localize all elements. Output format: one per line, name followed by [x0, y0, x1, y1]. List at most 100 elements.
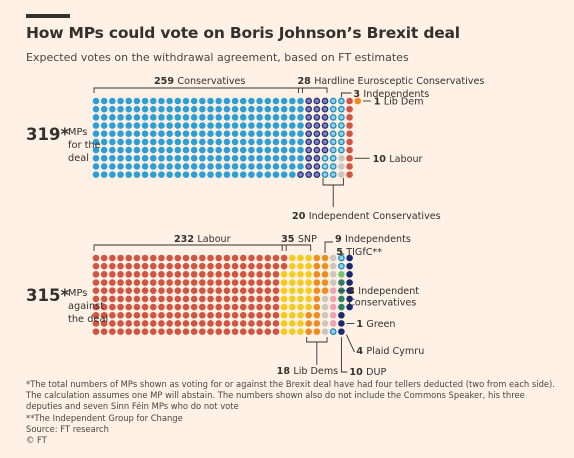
dot-for: [182, 97, 190, 105]
dot-against: [239, 279, 247, 286]
dot-for: [256, 138, 263, 146]
dot-against: [289, 320, 296, 327]
dot-for: [338, 97, 345, 105]
dot-against: [174, 311, 182, 319]
dot-for: [264, 105, 272, 113]
dot-against: [174, 328, 182, 335]
dot-against: [92, 279, 100, 286]
dot-for: [141, 171, 149, 178]
dot-against: [133, 328, 141, 335]
dot-for: [256, 97, 263, 105]
dot-against: [329, 295, 337, 303]
title-rule: [26, 14, 70, 18]
group-label-line: for the: [68, 140, 101, 151]
dot-against: [264, 262, 272, 270]
dot-against: [321, 254, 329, 262]
dot-for: [239, 171, 247, 178]
dot-for: [190, 138, 198, 146]
dot-against: [174, 271, 182, 278]
dot-for: [158, 130, 165, 138]
dot-for: [231, 146, 239, 154]
dot-for: [248, 146, 255, 154]
dot-for: [289, 114, 296, 121]
dot-against: [264, 271, 272, 278]
dot-against: [92, 262, 100, 270]
dot-for: [305, 130, 313, 138]
dot-against: [149, 303, 157, 311]
dot-against: [141, 328, 149, 335]
dot-for: [100, 114, 108, 121]
dot-for: [133, 105, 141, 113]
dot-against: [199, 320, 206, 327]
dot-against: [346, 254, 353, 262]
dot-against: [109, 279, 116, 286]
dot-for: [158, 171, 165, 178]
dot-against: [133, 303, 141, 311]
dot-against: [166, 295, 173, 303]
dot-against: [264, 328, 272, 335]
dot-for: [149, 146, 157, 154]
dot-against: [207, 262, 214, 270]
dot-against: [297, 254, 304, 262]
dot-for: [174, 146, 182, 154]
dot-against: [264, 279, 272, 286]
dot-against: [329, 311, 337, 319]
dot-for: [297, 146, 304, 154]
dot-against: [297, 311, 304, 319]
dot-for: [174, 163, 182, 170]
dot-against: [190, 254, 198, 262]
dot-for: [199, 171, 206, 178]
dot-for: [190, 114, 198, 121]
dot-against: [199, 311, 206, 319]
dot-against: [297, 303, 304, 311]
dot-against: [256, 295, 263, 303]
dot-against: [92, 295, 100, 303]
dot-for: [92, 138, 100, 146]
dot-for: [133, 171, 141, 178]
dot-against: [190, 311, 198, 319]
dot-for: [231, 114, 239, 121]
dot-for: [231, 97, 239, 105]
dot-for: [133, 97, 141, 105]
dot-for: [272, 138, 280, 146]
dot-for: [92, 146, 100, 154]
dot-against: [272, 271, 280, 278]
dot-for: [321, 122, 329, 129]
dot-against: [174, 320, 182, 327]
dot-against: [264, 320, 272, 327]
dot-for: [305, 105, 313, 113]
dot-for: [100, 154, 108, 162]
dot-for: [133, 130, 141, 138]
dot-for: [92, 154, 100, 162]
dot-for: [166, 114, 173, 121]
dot-for: [149, 163, 157, 170]
dot-for: [297, 122, 304, 129]
dot-against: [264, 311, 272, 319]
notes-block: *The total numbers of MPs shown as votin…: [26, 379, 556, 446]
dot-for: [215, 130, 222, 138]
dot-for: [117, 146, 124, 154]
dot-against: [305, 303, 312, 311]
dot-against: [109, 271, 116, 278]
dot-for: [133, 114, 141, 121]
dot-against: [141, 303, 149, 311]
dot-against: [100, 271, 108, 278]
dot-against: [289, 295, 296, 303]
dot-against: [329, 271, 337, 278]
dot-for: [231, 171, 239, 178]
dot-against: [223, 287, 231, 295]
dot-against: [166, 328, 173, 335]
dot-against: [182, 287, 190, 295]
dot-for: [182, 105, 190, 113]
dot-for: [215, 171, 222, 178]
dot-against: [207, 311, 214, 319]
dot-for: [174, 171, 182, 178]
dot-against: [305, 295, 312, 303]
dot-for: [231, 122, 239, 129]
dot-against: [117, 295, 124, 303]
dot-against: [280, 254, 288, 262]
dot-for: [133, 154, 141, 162]
dot-against: [280, 271, 288, 278]
dot-against: [207, 295, 214, 303]
